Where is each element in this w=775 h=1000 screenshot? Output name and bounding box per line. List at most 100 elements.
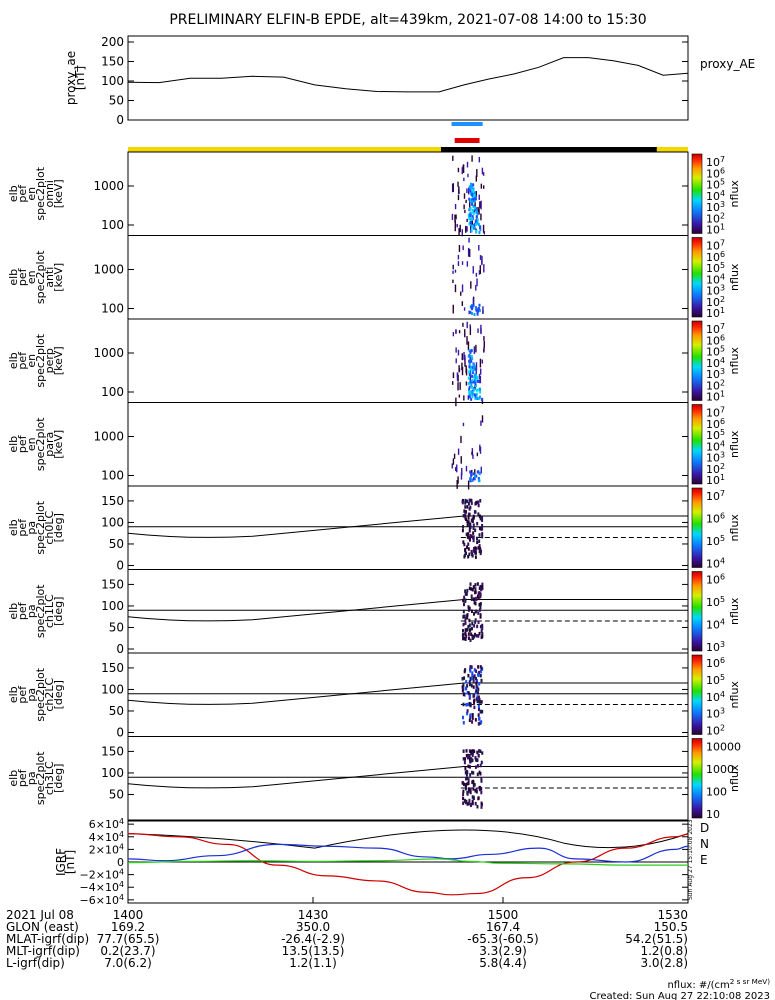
pitch-angle-panel-1-cell — [464, 501, 467, 505]
pitch-angle-panel-1-cell — [463, 509, 466, 513]
pitch-angle-panel-2-cell — [465, 634, 468, 639]
energy-spec-panel-1-cell — [479, 201, 481, 209]
pitch-angle-panel-4-cell — [474, 789, 477, 793]
pitch-angle-panel-2-ytick-label: 0 — [116, 642, 124, 656]
pitch-angle-panel-3-cell — [471, 671, 474, 675]
energy-spec-panel-1-cell-intense — [472, 226, 475, 230]
pitch-angle-panel-3-cell — [474, 690, 477, 695]
pitch-angle-panel-4-cell — [470, 757, 473, 761]
energy-spec-panel-1-cell — [475, 191, 478, 197]
pitch-angle-panel-3-cell — [467, 673, 470, 678]
pitch-angle-panel-3-colorbar-tick: 106 — [706, 656, 725, 670]
pitch-angle-panel-4-colorbar — [691, 738, 703, 819]
pitch-angle-panel-4-cell — [464, 800, 467, 805]
pitch-angle-panel-3-colorbar — [691, 654, 703, 735]
energy-spec-panel-3-cell-intense — [471, 380, 474, 384]
pitch-angle-panel-4-cell — [462, 789, 465, 794]
pitch-angle-panel-4-cell — [468, 755, 471, 760]
pitch-angle-panel-3-cell — [478, 682, 481, 686]
energy-spec-panel-4-cell-low — [477, 470, 480, 474]
energy-spec-panel-2-cell-low — [470, 305, 473, 309]
energy-spec-panel-1-cell-intense — [469, 207, 472, 211]
pitch-angle-panel-4-cell — [467, 781, 470, 785]
pitch-angle-panel-2-cell — [464, 632, 467, 636]
pitch-angle-panel-4-cell — [472, 771, 475, 775]
ephemeris-value: 54.2(51.5) — [625, 932, 688, 946]
pitch-angle-panel-3-cell — [463, 676, 466, 680]
energy-spec-panel-4-cell — [452, 458, 455, 465]
ephemeris-label: MLAT-igrf(dip) — [6, 932, 89, 946]
energy-spec-panel-1-cell — [469, 200, 471, 208]
energy-spec-panel-3-cell — [464, 357, 466, 367]
pitch-angle-panel-3-cell — [480, 666, 483, 670]
pitch-angle-panel-4-cell — [480, 805, 483, 809]
proxy-ae-ytick-label: 0 — [116, 113, 124, 127]
energy-spec-panel-3-cell-intense — [468, 395, 471, 399]
pitch-angle-panel-3-cell — [479, 673, 482, 678]
pitch-angle-panel-4-cell — [477, 753, 480, 758]
energy-spec-panel-1-cell-intense — [475, 215, 478, 219]
pitch-angle-panel-2-cell — [462, 636, 465, 640]
energy-spec-panel-4-colorbar-label: nflux — [728, 430, 741, 458]
energy-spec-panel-4-cell-low — [478, 479, 481, 483]
energy-spec-panel-3-cell — [461, 366, 464, 376]
energy-spec-panel-3-cell — [483, 340, 486, 348]
energy-spec-panel-4-ytick-label: 100 — [101, 469, 124, 483]
energy-spec-panel-3-cell-intense — [470, 349, 473, 353]
pitch-angle-panel-3-cell — [462, 721, 465, 725]
pitch-angle-panel-4-ylabel-line: elb — [7, 770, 20, 787]
energy-spec-panel-4-cell — [467, 480, 470, 490]
pitch-angle-panel-2-cell — [481, 626, 484, 631]
ephemeris-value: 77.7(65.5) — [97, 932, 160, 946]
pitch-angle-panel-1-ylabel-line: spec2plot — [34, 500, 47, 554]
energy-spec-panel-3-cell-intense — [474, 396, 477, 400]
pitch-angle-panel-2-colorbar-tick: 106 — [706, 573, 725, 587]
pitch-angle-panel-2-cell — [481, 634, 484, 639]
pitch-angle-panel-2-cell — [476, 624, 479, 629]
ephemeris-label: GLON (east) — [6, 920, 79, 934]
energy-spec-panel-1-cell — [474, 199, 476, 209]
energy-spec-panel-3-colorbar-tick: 101 — [706, 390, 725, 404]
pitch-angle-panel-1-ytick-label: 0 — [116, 559, 124, 573]
igrf-e-line — [127, 858, 688, 866]
pitch-angle-panel-4-cell — [476, 764, 479, 768]
energy-spec-panel-1-cell-intense — [471, 217, 474, 221]
ephemeris-value: 3.3(2.9) — [479, 944, 527, 958]
energy-spec-panel-2-cell — [472, 298, 475, 307]
energy-spec-panel-3-ylabel-line: pef — [16, 351, 29, 370]
energy-spec-panel-3-cell-intense — [470, 365, 473, 369]
energy-spec-panel-2-ylabel-line: elb — [7, 269, 20, 286]
day-bar-right — [656, 147, 688, 152]
energy-spec-panel-2-cell — [468, 237, 470, 243]
pitch-angle-panel-4-cell — [468, 798, 471, 803]
energy-spec-panel-2-cell — [470, 281, 472, 289]
pitch-angle-panel-3-cell — [466, 684, 469, 688]
pitch-angle-panel-1-colorbar-label: nflux — [728, 514, 741, 542]
pitch-angle-panel-4-cell — [470, 802, 473, 807]
energy-spec-panel-3-cell — [469, 326, 472, 336]
energy-spec-panel-1-cell-intense — [474, 197, 477, 201]
energy-spec-panel-4-cell — [461, 467, 463, 476]
pitch-angle-panel-1-cell — [469, 505, 472, 510]
energy-spec-panel-1-cell-intense — [473, 222, 476, 226]
energy-spec-panel-1-cell — [458, 228, 460, 236]
energy-spec-panel-2-cell-low — [469, 310, 472, 314]
pitch-angle-panel-1-cell — [470, 518, 473, 523]
pitch-angle-panel-4-cell — [469, 790, 472, 795]
energy-spec-panel-1-cell-intense — [470, 182, 473, 186]
pitch-angle-panel-2-cell — [479, 594, 482, 599]
energy-spec-panel-2-cell — [483, 264, 485, 273]
energy-spec-panel-3-cell-intense — [472, 371, 475, 375]
igrf-legend-e: E — [700, 853, 708, 867]
pitch-angle-panel-4-cell — [468, 749, 471, 753]
energy-spec-panel-1-cell-intense — [473, 196, 476, 200]
energy-spec-panel-2-cell-low — [470, 311, 473, 315]
energy-spec-panel-3-cell — [471, 393, 474, 398]
energy-spec-panel-4-cell — [453, 453, 456, 459]
ephemeris-value: 1.2(1.1) — [289, 956, 337, 970]
pitch-angle-panel-2-cell — [468, 606, 471, 611]
pitch-angle-panel-4-cell — [466, 802, 469, 806]
energy-spec-panel-4-cell — [456, 480, 458, 489]
pitch-angle-panel-2-cell — [464, 589, 467, 593]
